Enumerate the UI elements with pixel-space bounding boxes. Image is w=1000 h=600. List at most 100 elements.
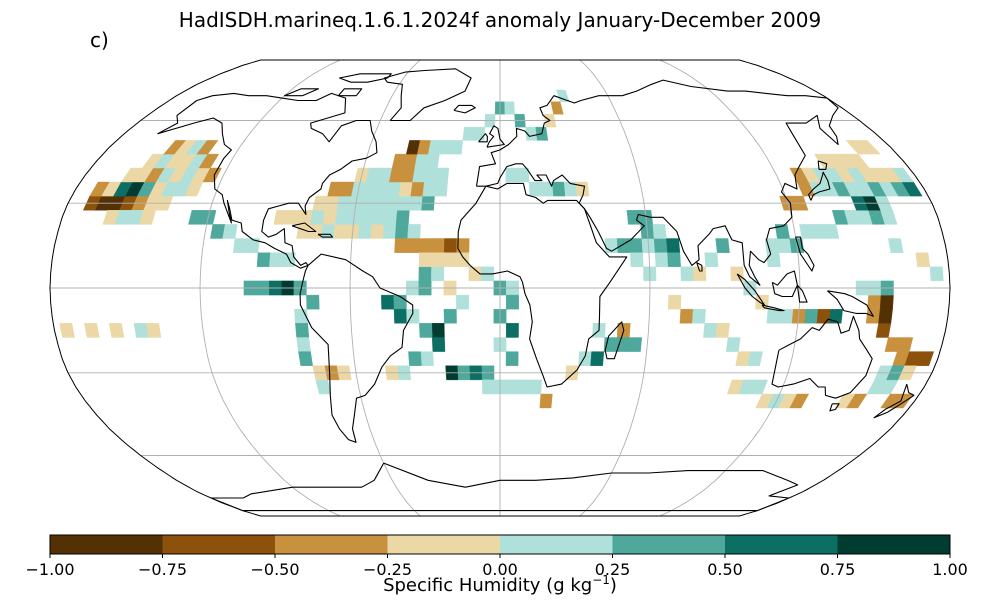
- anomaly-cell: [408, 351, 422, 366]
- coastline: [486, 125, 505, 148]
- anomaly-cell: [456, 252, 470, 267]
- anomaly-cell: [929, 266, 944, 282]
- coastline: [817, 160, 828, 170]
- colorbar-segment: [162, 535, 276, 554]
- anomaly-cell: [506, 294, 519, 310]
- coastline: [873, 383, 915, 419]
- colorbar-segment: [387, 535, 501, 554]
- anomaly-cell: [59, 323, 75, 338]
- anomaly-cell: [896, 337, 914, 352]
- graticule: [50, 60, 950, 516]
- anomaly-cell: [856, 140, 881, 155]
- anomaly-cell: [888, 238, 904, 253]
- anomaly-cell: [539, 393, 553, 409]
- colorbar-tick-label: 0.25: [595, 560, 631, 579]
- anomaly-cell: [556, 89, 570, 102]
- coastlines: [157, 68, 915, 512]
- panel-label: c): [90, 28, 109, 52]
- colorbar-segment: [725, 535, 838, 554]
- anomaly-cell: [774, 224, 790, 239]
- coastline: [453, 104, 476, 114]
- anomaly-cell: [652, 224, 667, 239]
- anomaly-cell: [245, 238, 260, 253]
- colorbar-tick-label: −0.75: [138, 560, 187, 579]
- anomaly-cell: [747, 351, 763, 366]
- anomaly-cell: [222, 224, 238, 239]
- anomaly-cell: [419, 323, 433, 338]
- page-title: HadISDH.marineq.1.6.1.2024f anomaly Janu…: [178, 8, 822, 32]
- anomaly-cell: [750, 379, 768, 395]
- coastline: [317, 233, 334, 238]
- coastline: [761, 304, 785, 312]
- anomaly-cell: [915, 252, 931, 267]
- anomaly-cell: [891, 393, 914, 409]
- colorbar-segment: [837, 535, 951, 554]
- colorbar-tick-label: −0.25: [363, 560, 412, 579]
- coastline: [210, 462, 799, 512]
- coastline: [337, 88, 363, 97]
- anomaly-cell: [692, 309, 706, 324]
- anomaly-cell: [730, 266, 744, 282]
- anomaly-cell: [725, 337, 741, 352]
- map-boundary: [49, 59, 951, 517]
- anomaly-cell: [628, 337, 643, 352]
- anomaly-cell: [715, 238, 730, 253]
- anomaly-cell: [504, 101, 515, 115]
- anomaly-cell: [506, 323, 519, 338]
- anomaly-cell: [443, 309, 457, 324]
- coastline: [299, 253, 414, 443]
- coastline: [696, 262, 703, 272]
- anomaly-cell: [431, 252, 445, 267]
- colorbar-segment: [612, 535, 726, 554]
- anomaly-cell: [306, 294, 320, 310]
- coastline: [338, 73, 392, 83]
- anomaly-cell: [630, 252, 644, 267]
- colorbar-label: Specific Humidity (g kg−1): [383, 573, 617, 596]
- coastline: [475, 79, 839, 286]
- anomaly-cell: [667, 252, 681, 267]
- coastline: [457, 182, 628, 388]
- anomaly-cell: [789, 393, 810, 409]
- anomaly-cell: [196, 140, 219, 155]
- colorbar-tick-label: −1.00: [25, 560, 74, 579]
- coastline: [383, 68, 472, 122]
- anomaly-cell: [715, 323, 730, 338]
- anomaly-cell: [891, 167, 914, 183]
- colorbar-tick-label: 0.50: [707, 560, 743, 579]
- coastline: [829, 403, 840, 412]
- anomaly-cell: [456, 294, 469, 310]
- anomaly-cell: [198, 153, 220, 169]
- coastline: [291, 222, 317, 233]
- coastline: [157, 92, 378, 269]
- coastline: [795, 236, 815, 272]
- coastline: [736, 273, 766, 306]
- coastline: [771, 315, 873, 399]
- anomaly-cell: [764, 238, 780, 253]
- coastline: [604, 321, 625, 360]
- anomaly-cell: [916, 351, 935, 366]
- coastline: [478, 133, 488, 143]
- anomaly-cell: [298, 351, 313, 366]
- coastline: [827, 290, 874, 317]
- coastline: [808, 171, 831, 201]
- anomaly-cell: [146, 323, 162, 338]
- colorbar-segment: [50, 535, 163, 554]
- anomaly-cell: [431, 337, 446, 352]
- colorbar-tick-label: 0.00: [482, 560, 518, 579]
- anomaly-cell: [108, 323, 125, 338]
- colorbar-segment: [500, 535, 613, 554]
- coastline: [283, 88, 320, 97]
- colorbar-tick-label: 0.75: [820, 560, 856, 579]
- colorbar-segment: [275, 535, 388, 554]
- anomaly-cell: [435, 167, 450, 183]
- anomaly-cell: [505, 351, 519, 366]
- anomaly-cell: [528, 379, 542, 395]
- anomaly-cell: [516, 167, 530, 183]
- anomaly-cell: [84, 323, 100, 338]
- colorbar-tick-label: −0.50: [250, 560, 299, 579]
- colorbar-tick-label: 1.00: [932, 560, 968, 579]
- anomaly-cell: [667, 294, 682, 310]
- anomaly-cell: [139, 210, 156, 225]
